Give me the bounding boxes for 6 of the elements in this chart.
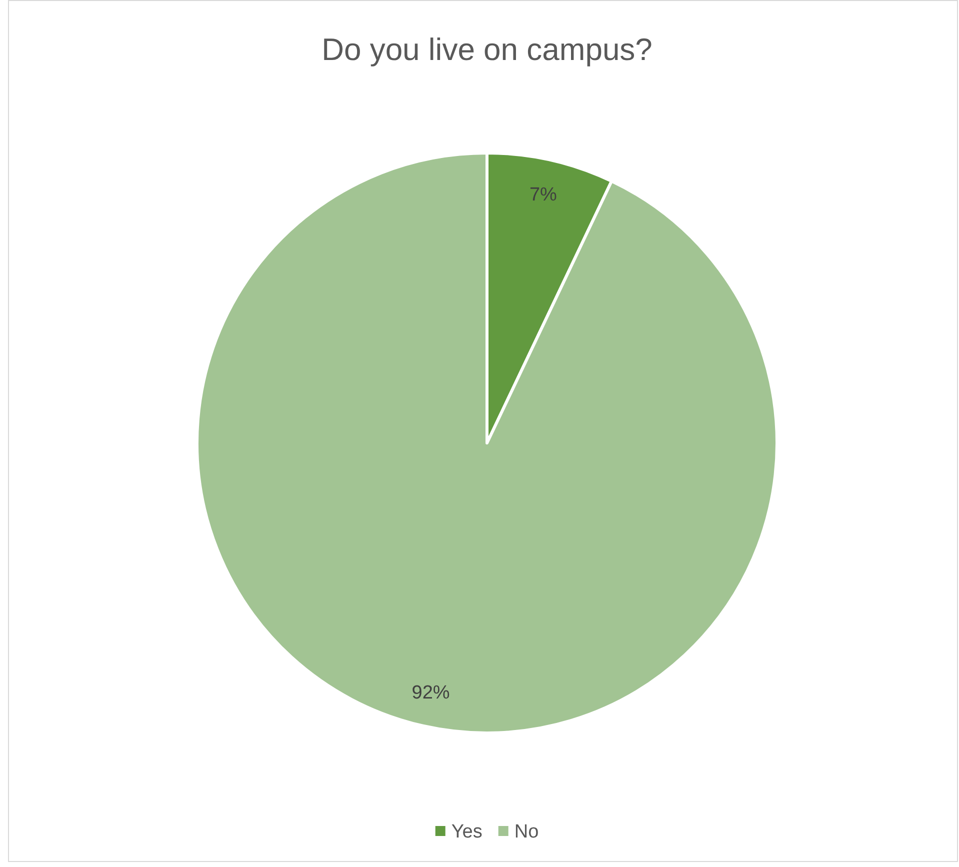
data-label: 7%	[529, 184, 558, 206]
data-label: 92%	[412, 682, 450, 704]
legend-label: No	[514, 822, 539, 843]
chart-title: Do you live on campus?	[322, 32, 652, 67]
legend-label: Yes	[451, 822, 482, 843]
pie-slice	[196, 152, 778, 734]
